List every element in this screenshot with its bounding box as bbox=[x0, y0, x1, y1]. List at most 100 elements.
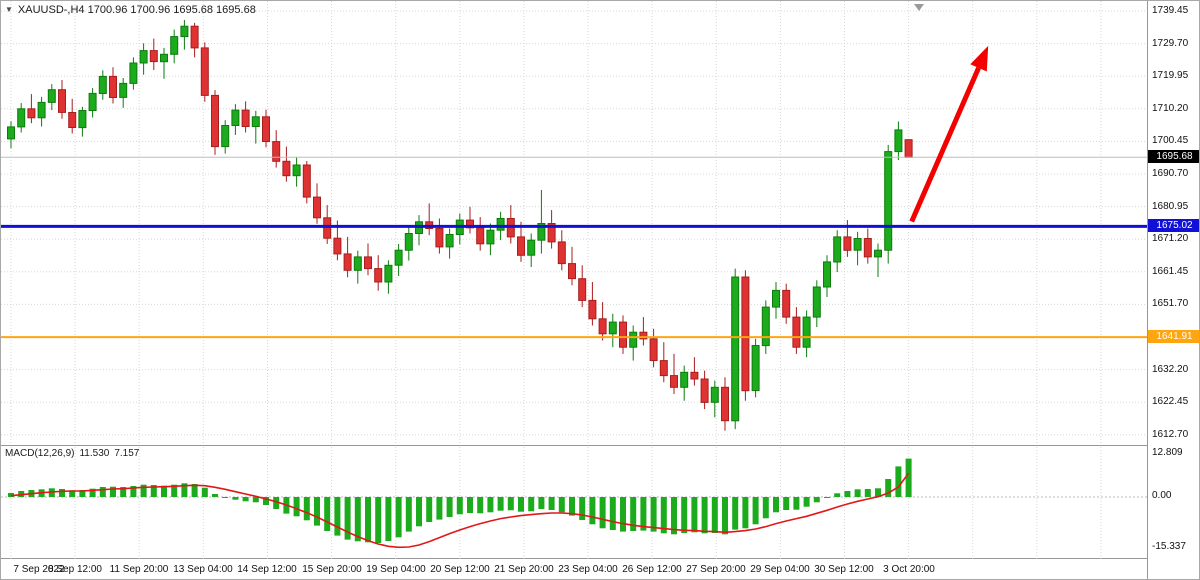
macd-histogram-bar bbox=[722, 497, 728, 535]
candle-bearish bbox=[333, 237, 342, 255]
macd-histogram-bar bbox=[242, 497, 249, 502]
macd-canvas[interactable] bbox=[1, 447, 1147, 559]
macd-histogram-bar bbox=[579, 497, 586, 520]
candle-bearish bbox=[58, 89, 66, 113]
macd-signal-line bbox=[10, 472, 910, 549]
candle-bearish bbox=[782, 289, 791, 318]
candle-bullish bbox=[47, 89, 56, 103]
time-axis-label: 23 Sep 04:00 bbox=[558, 564, 618, 575]
macd-histogram-bar bbox=[773, 497, 779, 513]
candle-bearish bbox=[741, 276, 750, 392]
macd-histogram-bar bbox=[895, 466, 902, 497]
price-axis-label: 1700.45 bbox=[1152, 135, 1189, 146]
macd-histogram-bar bbox=[212, 494, 218, 497]
candle-bearish bbox=[904, 139, 913, 158]
macd-histogram-bar bbox=[273, 497, 280, 509]
candle-bullish bbox=[445, 234, 454, 248]
candle-bullish bbox=[833, 236, 842, 263]
candle-bearish bbox=[659, 360, 668, 377]
macd-histogram-bar bbox=[314, 497, 320, 526]
candle-bullish bbox=[17, 108, 26, 128]
chart-shift-marker-icon[interactable] bbox=[914, 4, 924, 11]
candle-bullish bbox=[231, 109, 240, 126]
candle-bearish bbox=[588, 299, 597, 320]
dropdown-arrow-icon[interactable]: ▼ bbox=[5, 5, 13, 14]
time-axis-label: 15 Sep 20:00 bbox=[302, 564, 362, 575]
candle-bullish bbox=[751, 345, 760, 392]
macd-histogram-bar bbox=[630, 497, 637, 531]
macd-histogram-bar bbox=[864, 489, 871, 497]
macd-histogram-bar bbox=[232, 497, 239, 500]
macd-histogram-bar bbox=[640, 497, 647, 531]
macd-histogram-bar bbox=[446, 497, 453, 517]
candle-bullish bbox=[251, 116, 260, 128]
price-axis-label: 1671.20 bbox=[1152, 233, 1189, 244]
candle-bearish bbox=[272, 141, 281, 162]
macd-histogram-bar bbox=[844, 491, 851, 497]
macd-indicator-pane[interactable]: MACD(12,26,9) 11.530 7.157 bbox=[1, 445, 1147, 559]
indicator-axis-label: -15.337 bbox=[1152, 541, 1186, 552]
macd-histogram-bar bbox=[69, 490, 76, 497]
price-chart-canvas[interactable] bbox=[1, 1, 1147, 445]
macd-histogram-bar bbox=[385, 497, 392, 541]
trend-arrow-shaft[interactable] bbox=[909, 66, 981, 223]
candle-bullish bbox=[496, 218, 505, 231]
price-axis-label: 1622.45 bbox=[1152, 396, 1189, 407]
candle-bullish bbox=[119, 82, 128, 98]
trend-arrow-head[interactable] bbox=[970, 45, 989, 72]
candle-bullish bbox=[731, 276, 740, 422]
macd-histogram-bar bbox=[130, 486, 137, 497]
candle-bullish bbox=[680, 371, 689, 388]
candle-bearish bbox=[282, 160, 291, 177]
price-axis-label: 1632.20 bbox=[1152, 364, 1189, 375]
macd-histogram-bar bbox=[518, 497, 524, 512]
candle-bullish bbox=[37, 101, 46, 119]
candle-bearish bbox=[435, 228, 444, 248]
price-axis[interactable]: 1739.45 1729.70 1719.95 1710.20 1700.45 1690.… bbox=[1147, 1, 1199, 579]
candle-bearish bbox=[476, 227, 485, 245]
candle-bullish bbox=[853, 238, 862, 251]
macd-signal-value: 7.157 bbox=[114, 448, 140, 459]
macd-histogram-bar bbox=[140, 484, 147, 497]
candle-bullish bbox=[394, 249, 403, 266]
price-chart-pane[interactable]: ▼ XAUUSD-,H4 1700.96 1700.96 1695.68 169… bbox=[1, 1, 1147, 445]
macd-histogram-bar bbox=[732, 497, 739, 530]
macd-histogram-bar bbox=[589, 497, 596, 525]
macd-histogram-bar bbox=[191, 484, 198, 497]
candle-bearish bbox=[568, 263, 576, 280]
candle-bearish bbox=[313, 196, 321, 219]
candle-bearish bbox=[792, 316, 801, 348]
macd-histogram-bar bbox=[150, 485, 157, 497]
price-axis-label: 1719.95 bbox=[1152, 70, 1189, 81]
macd-histogram-bar bbox=[487, 497, 494, 513]
candle-bearish bbox=[374, 268, 383, 283]
macd-histogram-bar bbox=[222, 497, 229, 498]
price-axis-label: 1739.45 bbox=[1152, 5, 1189, 16]
macd-histogram-bar bbox=[620, 497, 626, 532]
candle-bullish bbox=[180, 25, 189, 38]
candle-bullish bbox=[88, 92, 97, 112]
candle-bullish bbox=[812, 286, 821, 318]
macd-histogram-bar bbox=[293, 497, 300, 517]
price-axis-label: 1729.70 bbox=[1152, 38, 1189, 49]
candle-bearish bbox=[27, 108, 36, 119]
time-axis-label: 13 Sep 04:00 bbox=[173, 564, 233, 575]
macd-histogram-bar bbox=[334, 497, 341, 536]
candle-bullish bbox=[404, 233, 413, 251]
time-axis[interactable]: 7 Sep 2022 8 Sep 12:00 11 Sep 20:00 13 Sep … bbox=[1, 559, 1147, 579]
candle-bullish bbox=[98, 75, 107, 95]
macd-histogram-bar bbox=[701, 497, 708, 534]
price-axis-label: 1661.45 bbox=[1152, 266, 1189, 277]
candle-bearish bbox=[843, 236, 852, 251]
macd-histogram-bar bbox=[303, 497, 310, 521]
time-axis-label: 3 Oct 20:00 bbox=[883, 564, 935, 575]
macd-histogram-bar bbox=[650, 497, 657, 532]
indicator-axis-label: 0.00 bbox=[1152, 490, 1172, 501]
candle-bearish bbox=[670, 375, 678, 388]
candle-bearish bbox=[323, 217, 332, 239]
candle-bearish bbox=[109, 75, 117, 99]
macd-histogram-bar bbox=[609, 497, 616, 530]
candle-bearish bbox=[302, 164, 311, 198]
macd-histogram-bar bbox=[324, 497, 331, 531]
